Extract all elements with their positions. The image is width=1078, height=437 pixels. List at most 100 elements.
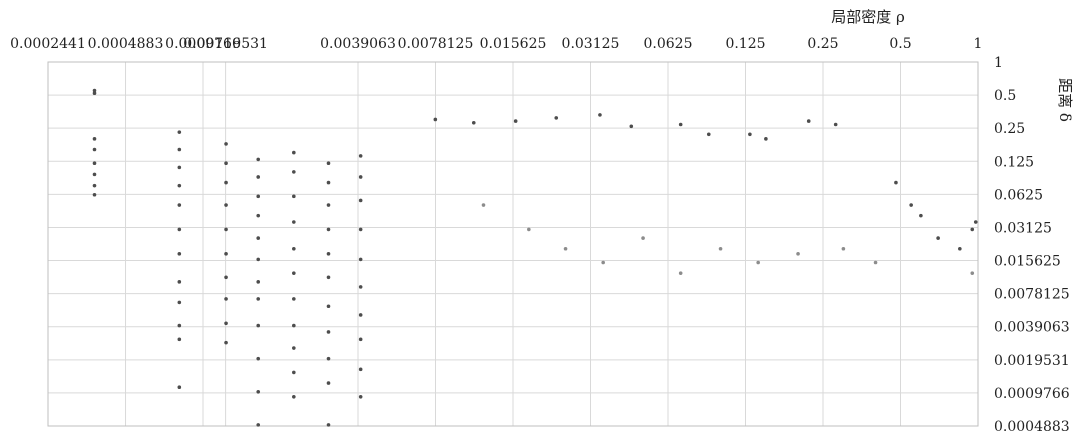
data-point <box>326 203 331 207</box>
data-point <box>256 297 261 301</box>
data-point <box>224 161 228 166</box>
data-point <box>224 227 228 232</box>
data-point <box>598 113 602 117</box>
data-point <box>527 227 531 232</box>
data-point <box>326 330 331 334</box>
data-point <box>292 395 296 399</box>
data-point <box>806 119 811 123</box>
data-point <box>256 257 261 262</box>
data-point <box>292 220 296 224</box>
data-point <box>326 381 331 385</box>
data-point <box>326 304 331 309</box>
y-tick-label: 0.015625 <box>994 254 1061 270</box>
data-point <box>92 172 97 177</box>
data-point <box>358 175 363 179</box>
x-tick-label: 0.25 <box>807 36 838 52</box>
data-point <box>292 323 296 328</box>
data-point <box>256 175 261 179</box>
data-point <box>92 183 97 188</box>
y-tick-label: 0.5 <box>994 88 1016 104</box>
y-tick-label: 0.0019531 <box>994 353 1070 369</box>
y-tick-label: 0.0009766 <box>994 386 1070 402</box>
data-point <box>756 260 760 265</box>
x-axis-title: 局部密度 ρ <box>831 8 905 26</box>
data-point <box>973 220 978 224</box>
data-point <box>358 285 363 289</box>
data-point <box>292 271 296 275</box>
data-point <box>678 271 683 275</box>
grid <box>47 61 979 427</box>
x-tick-label: 1 <box>974 36 983 52</box>
data-point <box>894 180 898 185</box>
data-point <box>177 203 182 207</box>
data-point <box>358 367 363 372</box>
data-point <box>841 246 846 251</box>
data-point <box>177 337 182 342</box>
data-point <box>177 300 182 305</box>
data-point <box>224 142 228 146</box>
data-point <box>224 251 228 256</box>
data-point <box>256 213 261 218</box>
x-tick-label: 0.0625 <box>644 36 693 52</box>
data-point <box>909 203 913 207</box>
x-tick-label: 0.0039063 <box>320 36 396 52</box>
data-point <box>256 356 261 361</box>
data-point <box>224 340 228 345</box>
data-point <box>224 321 228 326</box>
data-point <box>764 137 768 141</box>
plot-frame <box>47 61 979 427</box>
y-tick-label: 0.0078125 <box>994 287 1070 303</box>
data-point <box>358 313 363 317</box>
data-point <box>796 251 800 256</box>
data-point <box>678 122 683 127</box>
x-tick-label: 0.5 <box>889 36 911 52</box>
x-tick-label: 0.015625 <box>480 36 547 52</box>
data-point <box>958 246 962 251</box>
y-tick-label: 0.125 <box>994 154 1034 170</box>
data-point <box>748 132 752 137</box>
data-point <box>177 251 182 256</box>
data-point <box>629 124 634 129</box>
y-axis-ticks: 1 0.5 0.25 0.125 0.0625 0.03125 0.015625 0.0078… <box>994 55 1070 435</box>
data-point <box>833 122 838 127</box>
data-point <box>919 213 923 218</box>
data-point <box>92 91 97 96</box>
y-tick-label: 0.0625 <box>994 187 1043 203</box>
data-point <box>177 130 182 134</box>
data-point <box>358 257 363 262</box>
data-point <box>292 346 296 350</box>
data-point <box>433 117 438 122</box>
data-point <box>256 236 261 240</box>
data-point <box>292 150 296 155</box>
data-point <box>326 180 331 185</box>
data-point <box>471 120 476 125</box>
data-point <box>256 389 261 394</box>
data-point <box>256 323 261 328</box>
data-point <box>970 227 975 232</box>
data-point <box>513 119 518 123</box>
data-point <box>292 370 296 375</box>
data-point <box>326 275 331 280</box>
data-point <box>601 260 605 265</box>
y-tick-label: 0.25 <box>994 121 1025 137</box>
data-point <box>292 246 296 251</box>
data-point <box>358 337 363 342</box>
y-tick-label: 0.03125 <box>994 220 1052 236</box>
data-point <box>292 170 296 174</box>
data-point <box>326 356 331 361</box>
data-point <box>177 183 182 188</box>
data-point <box>177 147 182 152</box>
data-point <box>970 271 975 275</box>
x-tick-label: 0.0009766 <box>165 36 241 52</box>
data-point <box>481 203 486 207</box>
data-point <box>177 227 182 232</box>
data-point <box>563 246 568 251</box>
y-tick-label: 0.0039063 <box>994 320 1070 336</box>
data-point <box>292 194 296 199</box>
data-point <box>358 395 363 399</box>
data-point <box>177 323 182 328</box>
data-points <box>92 88 978 427</box>
data-point <box>718 246 723 251</box>
data-point <box>256 280 261 284</box>
